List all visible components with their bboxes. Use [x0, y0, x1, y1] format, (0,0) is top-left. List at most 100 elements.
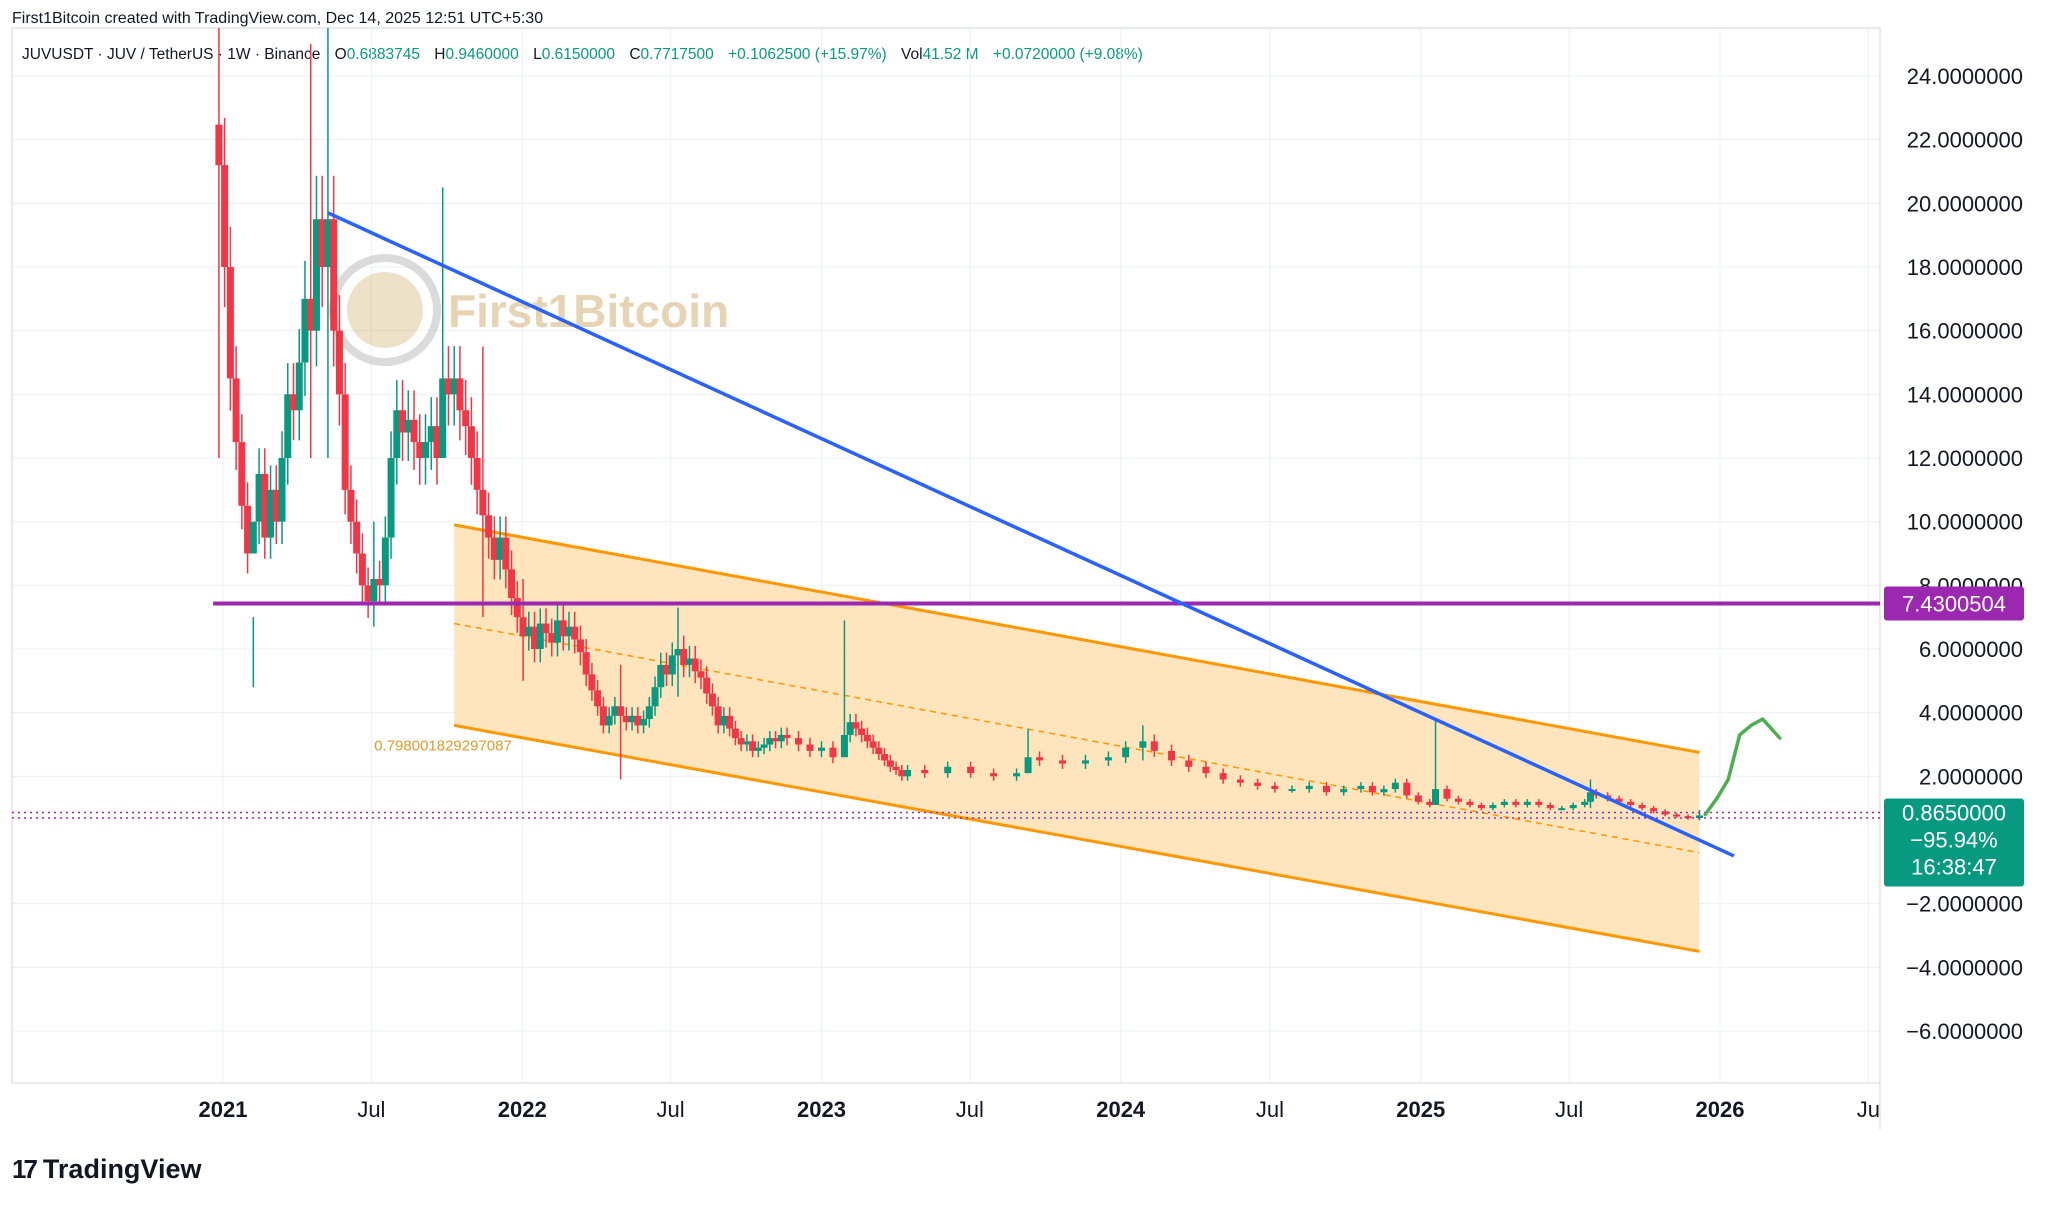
tradingview-branding[interactable]: 17 TradingView [12, 1154, 201, 1185]
volume-label: Vol [901, 46, 923, 63]
candle-body [898, 769, 906, 777]
time-tick-label: Jul [357, 1097, 385, 1122]
current-price-badge [1884, 798, 2024, 887]
candle-body [1254, 782, 1262, 786]
candle-body [565, 626, 573, 637]
candle-body [1414, 795, 1422, 802]
watermark: First1Bitcoin [329, 254, 729, 366]
candle-body [295, 362, 303, 411]
candle-body [990, 773, 998, 777]
candle-body [284, 394, 292, 458]
drawings[interactable] [12, 211, 1880, 858]
candle-body [1466, 801, 1474, 805]
candle-body [731, 728, 739, 739]
candle-body [840, 734, 848, 758]
candle-body [817, 747, 825, 751]
low-label: L [533, 46, 542, 63]
channel-boundary-line[interactable] [453, 723, 1700, 953]
candle-body [508, 569, 516, 599]
volume-value: 41.52 M [922, 46, 979, 63]
candle-body [427, 426, 435, 443]
time-axis[interactable]: 2021 Jul 2022 Jul 2023 Jul 2024 Jul 2025 Jul 2026 J… [199, 1097, 1880, 1122]
close-label: C [629, 46, 641, 63]
candle-body [341, 394, 349, 490]
candle-body [628, 715, 636, 723]
candle-body [1322, 785, 1330, 793]
candle-body [255, 473, 263, 522]
candle-body [1081, 760, 1089, 764]
candle-body [290, 394, 298, 411]
candle-body [1586, 792, 1594, 802]
candle-body [462, 410, 470, 427]
time-tick-label: 2025 [1396, 1097, 1445, 1122]
candle-body [548, 633, 556, 643]
candle-body [307, 298, 315, 331]
candle-body [777, 734, 785, 742]
candle-body [519, 617, 527, 637]
candle-body [1684, 816, 1692, 819]
candle-body [1650, 808, 1658, 812]
candle-body [1535, 801, 1543, 805]
candle-body [536, 623, 544, 649]
candle-body [1523, 801, 1531, 805]
candle-body [1122, 747, 1130, 758]
candle-body [421, 442, 429, 458]
candle-body [674, 649, 682, 656]
candle-body [226, 267, 234, 379]
candle-body [720, 715, 728, 726]
candle-body [944, 766, 952, 774]
candle-body [1059, 760, 1067, 764]
candle-body [869, 741, 877, 748]
volume-change-value: +0.0720000 (+9.08%) [992, 46, 1143, 63]
candle-body [370, 578, 378, 602]
channel-annotation: 0.798001829297087 [374, 737, 512, 754]
channel-midline[interactable] [454, 622, 1700, 854]
candle-body [766, 738, 774, 745]
price-tick-label: 24.0000000 [1907, 64, 2023, 89]
candle-body [249, 521, 257, 554]
candle-body [1391, 782, 1399, 790]
candle-body [525, 626, 533, 637]
candle-body [622, 715, 630, 723]
candle-body [1627, 801, 1635, 805]
candle-body [576, 639, 584, 653]
descending-trendline[interactable] [327, 211, 1735, 858]
low-value: 0.6150000 [541, 46, 615, 63]
projected-path[interactable] [1703, 717, 1782, 817]
watermark-text: First1Bitcoin [448, 285, 729, 337]
candle-body [456, 378, 464, 411]
candle-body [513, 598, 521, 618]
candle-body [1368, 785, 1376, 793]
candle-body [1661, 811, 1669, 815]
price-labels: 7.4300504 0.8650000−95.94%16:38:47 [1884, 586, 2024, 887]
candle-body [697, 671, 705, 678]
candle-body [1013, 773, 1021, 777]
candle-body [1638, 804, 1646, 809]
price-axis[interactable]: 24.0000000 22.0000000 20.0000000 18.0000000… [1906, 64, 2023, 1044]
channel-boundary-line[interactable] [453, 523, 1700, 754]
candle-body [1477, 804, 1485, 809]
parallel-channel[interactable]: 0.798001829297087 [374, 523, 1700, 953]
candle-body [393, 410, 401, 458]
candle-body [433, 426, 441, 458]
candle-body [1696, 815, 1704, 819]
price-tick-label: 6.0000000 [1919, 637, 2023, 662]
candle-body [737, 738, 745, 745]
candle-body [318, 219, 326, 267]
candle-body [726, 715, 734, 729]
candle-body [1104, 757, 1112, 761]
candle-body [703, 677, 711, 694]
candle-body [496, 537, 504, 560]
candle-body [858, 728, 866, 735]
channel-fill [454, 524, 1700, 952]
time-tick-label: 2023 [797, 1097, 846, 1122]
candle-body [640, 719, 648, 726]
resistance-price-label: 7.4300504 [1902, 591, 2006, 616]
candle-body [806, 744, 814, 751]
symbol-name[interactable]: JUVUSDT · JUV / TetherUS · 1W · Binance [22, 46, 321, 63]
candle-body [479, 489, 487, 516]
candle-body [645, 706, 653, 720]
candle-body [221, 165, 229, 267]
price-chart[interactable]: First1Bitcoin 0.798001829297087 24.00000… [0, 0, 2048, 1140]
time-tick-label: 2026 [1696, 1097, 1745, 1122]
